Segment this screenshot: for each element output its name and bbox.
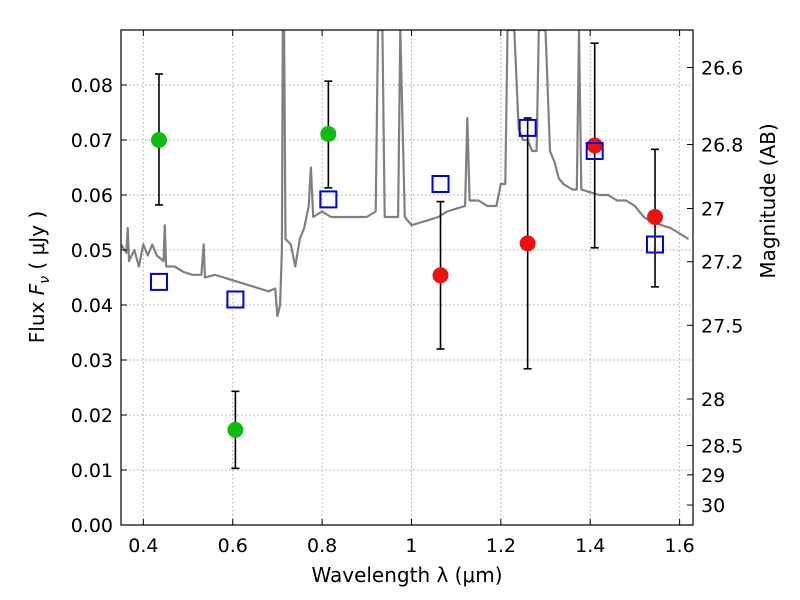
mag-tick-label: 28.5: [701, 435, 743, 457]
model-square-marker: [646, 235, 665, 254]
data-point-marker: [320, 125, 337, 142]
model-square-marker: [585, 142, 604, 160]
y-axis-title-subscript: ν: [37, 276, 53, 284]
plot-frame: [120, 29, 694, 526]
tick-layer: 0.4 0.6 0.8 1 1.2 1.4 1.6 0.00 0.01 0.02 0.03 0.04 0…: [71, 30, 743, 557]
x-tick-label: 0.8: [307, 535, 337, 557]
y-axis-title-suffix: ( μJy ): [25, 211, 49, 276]
mag-tick-label: 28: [701, 389, 725, 411]
y-axis-title-symbol: F: [25, 283, 49, 295]
data-point-marker: [586, 137, 603, 154]
mag-tick-label: 27: [701, 198, 725, 220]
y-axis-title-prefix: Flux: [25, 295, 49, 343]
model-square-marker: [226, 290, 245, 309]
y-tick-label: 0.08: [71, 75, 113, 97]
mag-tick-label: 26.8: [701, 134, 743, 156]
y-axis-title: Flux Fν ( μJy ): [25, 211, 53, 343]
x-axis-title: Wavelength λ (μm): [311, 563, 502, 587]
y-tick-label: 0.00: [71, 515, 113, 537]
mag-tick-label: 26.6: [701, 58, 743, 80]
y-tick-label: 0.01: [71, 460, 113, 482]
plot-background: [121, 30, 693, 525]
data-point-marker: [227, 421, 244, 438]
y-tick-label: 0.07: [71, 130, 113, 152]
model-square-marker: [518, 118, 537, 137]
spectrum-layer: [121, 30, 690, 318]
y2-axis-title: Magnitude (AB): [756, 123, 780, 278]
model-square-marker: [431, 175, 450, 193]
y-tick-label: 0.04: [71, 295, 113, 317]
y-tick-label: 0.03: [71, 350, 113, 372]
model-square-marker: [149, 272, 168, 291]
x-tick-label: 1.4: [575, 535, 605, 557]
spectrum-line: [121, 30, 690, 318]
y-tick-label: 0.02: [71, 405, 113, 427]
data-point-marker: [519, 235, 536, 252]
x-tick-label: 1: [405, 535, 417, 557]
data-point-marker: [150, 132, 167, 148]
mag-tick-label: 27.2: [701, 252, 743, 274]
y-tick-label: 0.06: [71, 185, 113, 207]
y-tick-label: 0.05: [71, 240, 113, 262]
model-square-marker: [319, 190, 338, 209]
mag-tick-label: 30: [701, 495, 725, 517]
data-point-marker: [432, 267, 449, 284]
data-point-marker: [647, 209, 664, 225]
x-tick-label: 0.4: [128, 535, 158, 557]
mag-tick-label: 27.5: [701, 315, 743, 337]
x-tick-label: 1.2: [486, 535, 516, 557]
x-tick-label: 1.6: [664, 535, 694, 557]
marker-layer: [149, 118, 665, 438]
mag-tick-label: 29: [701, 465, 725, 487]
x-tick-label: 0.6: [218, 535, 248, 557]
